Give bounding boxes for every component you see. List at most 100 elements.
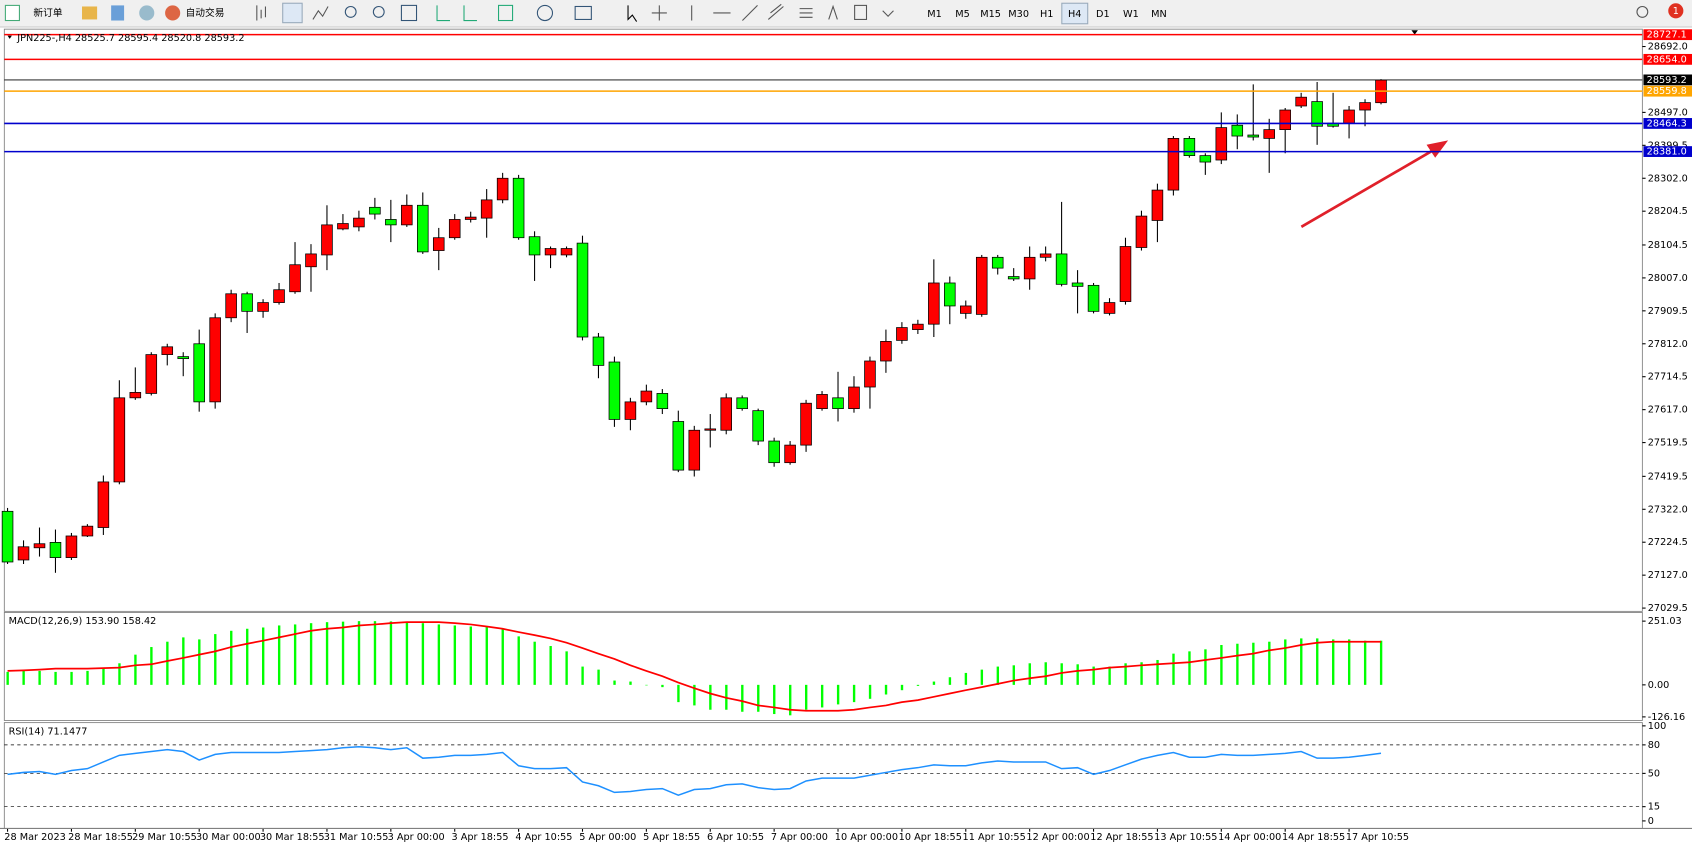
timeframe-button[interactable]: M30: [1008, 9, 1029, 20]
macd-histogram-bar: [868, 684, 872, 699]
zoom-in[interactable]: [344, 5, 357, 18]
notification-badge: [1668, 3, 1684, 19]
timeframe-button[interactable]: M1: [927, 9, 942, 20]
macd-histogram-bar: [1284, 639, 1287, 685]
price-level-label: 28727.1: [1647, 30, 1687, 41]
macd-histogram-bar: [150, 647, 153, 685]
candle-body: [800, 402, 812, 446]
fibo-tool[interactable]: [799, 8, 813, 18]
crosshair-tool[interactable]: [651, 5, 667, 21]
macd-histogram-bar: [1236, 643, 1239, 685]
candle-body: [960, 305, 972, 314]
timeframe-button[interactable]: H4: [1068, 9, 1081, 20]
macd-histogram-bar: [980, 669, 984, 685]
auto-trade-icon[interactable]: [165, 5, 181, 21]
search[interactable]: [1636, 5, 1649, 18]
y-tick-label: -126.16: [1648, 712, 1685, 723]
candle-body: [401, 204, 413, 226]
macd-histogram-bar: [1316, 638, 1319, 685]
templates[interactable]: [574, 5, 592, 20]
x-tick-label: 6 Apr 10:55: [707, 832, 764, 843]
macd-histogram-bar: [996, 666, 1000, 685]
candle-body: [896, 327, 908, 341]
line-chart-tool[interactable]: [312, 6, 329, 20]
candle-body: [912, 323, 924, 330]
timeframe-button[interactable]: M5: [955, 9, 970, 20]
timeframe-button[interactable]: M15: [980, 9, 1001, 20]
candle-body: [209, 317, 221, 403]
text-tool[interactable]: [828, 4, 838, 20]
candle-body: [17, 546, 30, 561]
macd-histogram-bar: [1140, 662, 1143, 685]
macd-histogram-bar: [1044, 662, 1047, 685]
macd-histogram-bar: [182, 637, 185, 685]
y-tick-label: 27617.0: [1648, 405, 1688, 416]
candle-body: [1311, 101, 1323, 127]
candle-body: [1231, 124, 1244, 137]
candle-body: [1119, 246, 1132, 302]
auto-trade[interactable]: 自动交易: [186, 6, 225, 19]
y-tick-label: 27322.0: [1648, 504, 1688, 515]
label-tool[interactable]: [854, 4, 868, 20]
macd-histogram-bar: [246, 628, 249, 685]
chart-shift[interactable]: [463, 5, 477, 22]
x-tick-label: 17 Apr 10:55: [1346, 832, 1409, 843]
timeframe-button[interactable]: H1: [1040, 9, 1053, 20]
tile-windows[interactable]: [400, 4, 418, 22]
candle-body: [432, 237, 445, 251]
indicators[interactable]: [497, 4, 514, 22]
toolbar-icon[interactable]: [82, 6, 98, 20]
macd-histogram-bar: [741, 684, 744, 712]
candle-body: [1023, 256, 1036, 280]
candle-body: [784, 444, 796, 464]
new-order-icon[interactable]: [4, 4, 20, 22]
macd-histogram-bar: [309, 623, 313, 685]
timeframe-button[interactable]: MN: [1151, 9, 1167, 20]
macd-histogram-bar: [661, 684, 664, 688]
x-tick-label: 30 Mar 00:00: [196, 832, 261, 843]
candle-body: [991, 256, 1004, 269]
macd-histogram-bar: [517, 636, 520, 685]
candle-body: [1135, 215, 1148, 248]
y-tick-label: 27519.5: [1648, 438, 1688, 449]
macd-histogram-bar: [1060, 663, 1063, 685]
auto-scroll[interactable]: [436, 5, 450, 22]
x-tick-label: 11 Apr 10:55: [963, 832, 1026, 843]
macd-histogram-bar: [6, 671, 9, 685]
candle-body: [1039, 253, 1052, 258]
cursor-tool[interactable]: [627, 5, 638, 22]
bar-chart-tool[interactable]: [256, 5, 266, 21]
y-tick-label: 80: [1648, 740, 1660, 751]
trendline-tool[interactable]: [742, 5, 758, 21]
macd-histogram-bar: [214, 634, 217, 685]
new-order[interactable]: 新订单: [33, 6, 62, 19]
timeframe-button[interactable]: W1: [1123, 9, 1139, 20]
y-tick-label: 15: [1648, 802, 1660, 813]
timeframe-button[interactable]: D1: [1096, 9, 1110, 20]
y-tick-label: 27812.0: [1648, 339, 1688, 350]
candle-body: [496, 177, 509, 201]
macd-histogram-bar: [1204, 649, 1207, 685]
candle-body: [1263, 129, 1275, 139]
macd-histogram-bar: [597, 669, 600, 685]
toolbar-icon[interactable]: [139, 5, 155, 21]
candle-tool[interactable]: [282, 2, 303, 24]
macd-histogram-bar: [1220, 645, 1223, 685]
channel-tool[interactable]: [767, 3, 784, 20]
price-level-label: 28559.8: [1647, 86, 1687, 97]
price-level-box: [1643, 74, 1692, 86]
zoom-out[interactable]: [372, 5, 385, 18]
arrows-tool[interactable]: [882, 10, 894, 17]
candle-body: [241, 293, 253, 312]
x-tick-label: 3 Apr 00:00: [388, 832, 445, 843]
toolbar-icon[interactable]: [111, 5, 125, 21]
price-level-label: 28654.0: [1647, 54, 1687, 65]
y-tick-label: 28302.0: [1648, 173, 1688, 184]
periods[interactable]: [536, 4, 554, 22]
macd-histogram-bar: [469, 626, 472, 685]
candle-body: [97, 481, 110, 528]
macd-histogram-bar: [38, 670, 41, 685]
candle-body: [321, 224, 333, 256]
x-tick-label: 10 Apr 18:55: [899, 832, 962, 843]
